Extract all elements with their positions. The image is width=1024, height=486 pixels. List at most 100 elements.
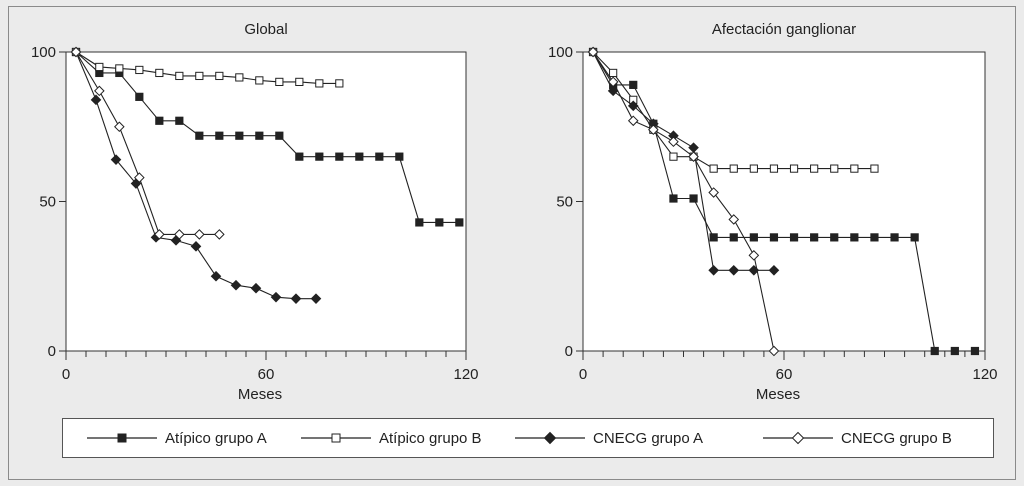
data-point bbox=[709, 164, 718, 173]
data-point bbox=[607, 85, 619, 97]
data-point bbox=[255, 131, 264, 140]
legend-swatch-filled-square-icon bbox=[87, 433, 157, 443]
data-point bbox=[235, 73, 244, 82]
data-point bbox=[930, 346, 939, 356]
series-line bbox=[592, 51, 775, 352]
series-1 bbox=[71, 47, 464, 227]
data-point bbox=[290, 293, 302, 304]
data-point bbox=[230, 279, 242, 291]
legend-label: Atípico grupo A bbox=[165, 429, 267, 447]
data-point bbox=[215, 131, 224, 140]
data-point bbox=[335, 152, 344, 161]
y-tick-label: 0 bbox=[48, 343, 56, 360]
data-point bbox=[669, 194, 678, 203]
data-point bbox=[728, 214, 740, 225]
plot-area bbox=[65, 51, 467, 352]
data-point bbox=[214, 229, 225, 240]
legend-label: Atípico grupo B bbox=[379, 429, 482, 447]
legend-label: CNECG grupo B bbox=[841, 429, 952, 447]
x-tick-label: 0 bbox=[579, 366, 587, 383]
data-point bbox=[688, 151, 699, 162]
data-point bbox=[195, 131, 204, 140]
x-tick-label: 120 bbox=[972, 366, 997, 383]
data-point bbox=[275, 131, 284, 140]
data-point bbox=[455, 218, 464, 227]
data-point bbox=[175, 116, 184, 125]
y-tick-label: 100 bbox=[548, 44, 573, 61]
data-point bbox=[135, 65, 144, 75]
data-point bbox=[810, 233, 819, 242]
y-tick-label: 50 bbox=[556, 194, 573, 211]
chart-title: Global bbox=[244, 21, 287, 38]
series-line bbox=[592, 51, 774, 271]
data-point bbox=[768, 264, 780, 276]
legend-item-cnecg-a: CNECG grupo A bbox=[515, 419, 703, 457]
legend-label: CNECG grupo A bbox=[593, 429, 704, 447]
data-point bbox=[70, 46, 82, 58]
x-tick-label: 120 bbox=[453, 366, 478, 383]
data-point bbox=[627, 100, 639, 112]
series-1 bbox=[588, 47, 980, 356]
data-point bbox=[749, 233, 758, 242]
data-point bbox=[155, 116, 164, 125]
data-point bbox=[850, 233, 859, 242]
legend: Atípico grupo A Atípico grupo B CNECG gr… bbox=[62, 418, 994, 458]
data-point bbox=[310, 293, 322, 304]
x-tick-label: 60 bbox=[776, 366, 793, 383]
data-point bbox=[629, 80, 638, 89]
data-point bbox=[850, 164, 859, 173]
data-point bbox=[295, 77, 304, 87]
data-point bbox=[195, 71, 204, 81]
data-point bbox=[789, 164, 799, 173]
x-tick-label: 60 bbox=[258, 366, 275, 383]
data-point bbox=[870, 233, 879, 242]
data-point bbox=[435, 218, 444, 227]
data-point bbox=[190, 241, 202, 252]
data-point bbox=[110, 154, 122, 165]
data-point bbox=[135, 92, 144, 101]
data-point bbox=[95, 62, 104, 72]
data-point bbox=[950, 346, 959, 356]
data-point bbox=[810, 164, 819, 173]
data-point bbox=[648, 124, 659, 136]
data-point bbox=[235, 131, 244, 140]
data-point bbox=[709, 233, 718, 242]
series-2 bbox=[71, 47, 344, 88]
series-4 bbox=[587, 46, 780, 357]
data-point bbox=[587, 46, 599, 58]
legend-swatch-filled-diamond-icon bbox=[515, 431, 585, 445]
data-point bbox=[295, 152, 304, 161]
data-point bbox=[830, 164, 839, 173]
data-point bbox=[830, 233, 839, 242]
y-tick-label: 100 bbox=[31, 44, 56, 61]
data-point bbox=[355, 152, 364, 161]
data-point bbox=[728, 264, 740, 276]
data-point bbox=[275, 77, 284, 87]
series-4 bbox=[70, 46, 225, 240]
data-point bbox=[729, 164, 738, 173]
x-axis-label: Meses bbox=[756, 386, 800, 403]
data-point bbox=[768, 345, 780, 357]
data-point bbox=[215, 71, 224, 81]
legend-swatch-open-diamond-icon bbox=[763, 431, 833, 445]
data-point bbox=[315, 79, 324, 88]
data-point bbox=[970, 346, 980, 356]
data-point bbox=[870, 164, 879, 173]
data-point bbox=[729, 233, 738, 242]
y-tick-label: 50 bbox=[39, 194, 56, 211]
data-point bbox=[769, 233, 779, 242]
data-point bbox=[114, 121, 125, 133]
data-point bbox=[689, 194, 698, 203]
data-point bbox=[134, 172, 145, 183]
data-point bbox=[395, 152, 404, 161]
data-point bbox=[607, 76, 619, 88]
data-point bbox=[375, 152, 384, 161]
legend-swatch-open-square-icon bbox=[301, 433, 371, 443]
y-tick-label: 0 bbox=[565, 343, 573, 360]
x-axis-label: Meses bbox=[238, 386, 282, 403]
data-point bbox=[669, 152, 678, 161]
data-point bbox=[175, 71, 184, 81]
data-point bbox=[255, 76, 264, 85]
data-point bbox=[910, 233, 919, 242]
